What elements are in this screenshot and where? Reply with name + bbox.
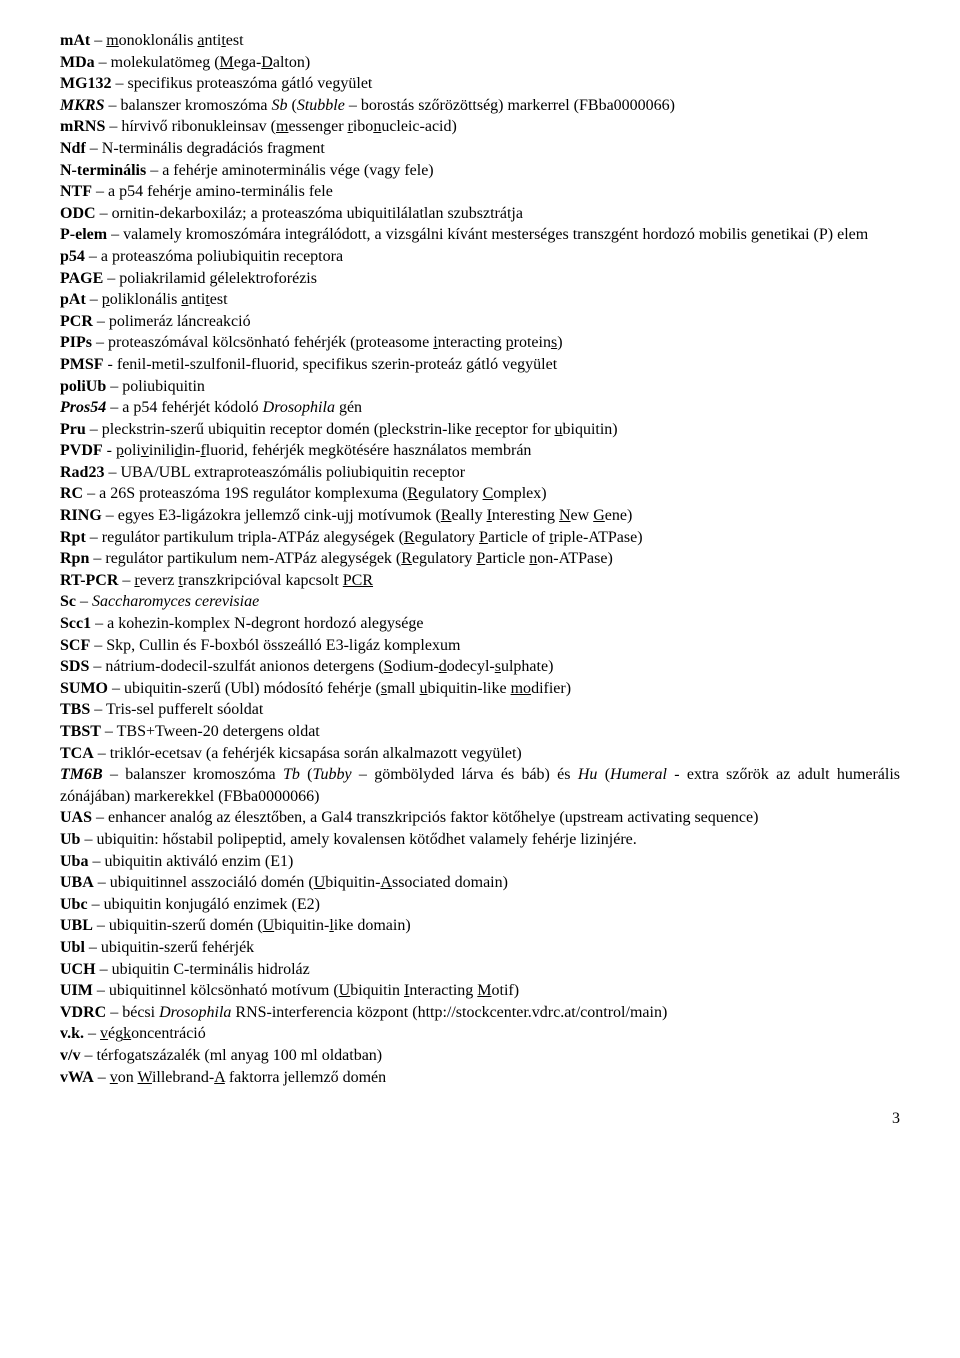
glossary-entry: PVDF - polivinilidin-fluorid, fehérjék m… <box>60 440 900 462</box>
glossary-entry: UBA – ubiquitinnel asszociáló domén (Ubi… <box>60 872 900 894</box>
glossary-entry: NTF – a p54 fehérje amino-terminális fel… <box>60 181 900 203</box>
glossary-entry: PMSF - fenil-metil-szulfonil-fluorid, sp… <box>60 354 900 376</box>
glossary-entry: poliUb – poliubiquitin <box>60 376 900 398</box>
glossary-entry: v/v – térfogatszázalék (ml anyag 100 ml … <box>60 1045 900 1067</box>
glossary-entry: P-elem – valamely kromoszómára integráló… <box>60 224 900 246</box>
glossary-entry: UCH – ubiquitin C-terminális hidroláz <box>60 959 900 981</box>
glossary-entry: Ubl – ubiquitin-szerű fehérjék <box>60 937 900 959</box>
glossary-entry: MKRS – balanszer kromoszóma Sb (Stubble … <box>60 95 900 117</box>
glossary-entry: MG132 – specifikus proteaszóma gátló veg… <box>60 73 900 95</box>
glossary-entry: TM6B – balanszer kromoszóma Tb (Tubby – … <box>60 764 900 807</box>
glossary-entry: SUMO – ubiquitin-szerű (Ubl) módosító fe… <box>60 678 900 700</box>
glossary-entry: mAt – monoklonális antitest <box>60 30 900 52</box>
glossary-list: mAt – monoklonális antitestMDa – molekul… <box>60 30 900 1088</box>
glossary-entry: Ndf – N-terminális degradációs fragment <box>60 138 900 160</box>
glossary-entry: RC – a 26S proteaszóma 19S regulátor kom… <box>60 483 900 505</box>
glossary-entry: Ubc – ubiquitin konjugáló enzimek (E2) <box>60 894 900 916</box>
glossary-entry: mRNS – hírvivő ribonukleinsav (messenger… <box>60 116 900 138</box>
glossary-entry: SDS – nátrium-dodecil-szulfát anionos de… <box>60 656 900 678</box>
glossary-entry: MDa – molekulatömeg (Mega-Dalton) <box>60 52 900 74</box>
glossary-entry: Rpt – regulátor partikulum tripla-ATPáz … <box>60 527 900 549</box>
glossary-entry: UAS – enhancer analóg az élesztőben, a G… <box>60 807 900 829</box>
glossary-entry: Sc – Saccharomyces cerevisiae <box>60 591 900 613</box>
glossary-entry: TBS – Tris-sel pufferelt sóoldat <box>60 699 900 721</box>
glossary-entry: Pros54 – a p54 fehérjét kódoló Drosophil… <box>60 397 900 419</box>
glossary-entry: Scc1 – a kohezin-komplex N-degront hordo… <box>60 613 900 635</box>
glossary-entry: vWA – von Willebrand-A faktorra jellemző… <box>60 1067 900 1089</box>
document-page: mAt – monoklonális antitestMDa – molekul… <box>0 0 960 1170</box>
glossary-entry: TCA – triklór-ecetsav (a fehérjék kicsap… <box>60 743 900 765</box>
glossary-entry: RING – egyes E3-ligázokra jellemző cink-… <box>60 505 900 527</box>
glossary-entry: PCR – polimeráz láncreakció <box>60 311 900 333</box>
glossary-entry: Rad23 – UBA/UBL extraproteaszómális poli… <box>60 462 900 484</box>
glossary-entry: UBL – ubiquitin-szerű domén (Ubiquitin-l… <box>60 915 900 937</box>
glossary-entry: v.k. – végkoncentráció <box>60 1023 900 1045</box>
glossary-entry: pAt – poliklonális antitest <box>60 289 900 311</box>
glossary-entry: ODC – ornitin-dekarboxiláz; a proteaszóm… <box>60 203 900 225</box>
glossary-entry: UIM – ubiquitinnel kölcsönható motívum (… <box>60 980 900 1002</box>
glossary-entry: Uba – ubiquitin aktiváló enzim (E1) <box>60 851 900 873</box>
glossary-entry: Rpn – regulátor partikulum nem-ATPáz ale… <box>60 548 900 570</box>
glossary-entry: p54 – a proteaszóma poliubiquitin recept… <box>60 246 900 268</box>
glossary-entry: PAGE – poliakrilamid gélelektroforézis <box>60 268 900 290</box>
glossary-entry: VDRC – bécsi Drosophila RNS-interferenci… <box>60 1002 900 1024</box>
glossary-entry: SCF – Skp, Cullin és F-boxból összeálló … <box>60 635 900 657</box>
page-number: 3 <box>60 1108 900 1130</box>
glossary-entry: N-terminális – a fehérje aminoterminális… <box>60 160 900 182</box>
glossary-entry: Ub – ubiquitin: hőstabil polipeptid, ame… <box>60 829 900 851</box>
glossary-entry: TBST – TBS+Tween-20 detergens oldat <box>60 721 900 743</box>
glossary-entry: Pru – pleckstrin-szerű ubiquitin recepto… <box>60 419 900 441</box>
glossary-entry: PIPs – proteaszómával kölcsönható fehérj… <box>60 332 900 354</box>
glossary-entry: RT-PCR – reverz transzkripcióval kapcsol… <box>60 570 900 592</box>
